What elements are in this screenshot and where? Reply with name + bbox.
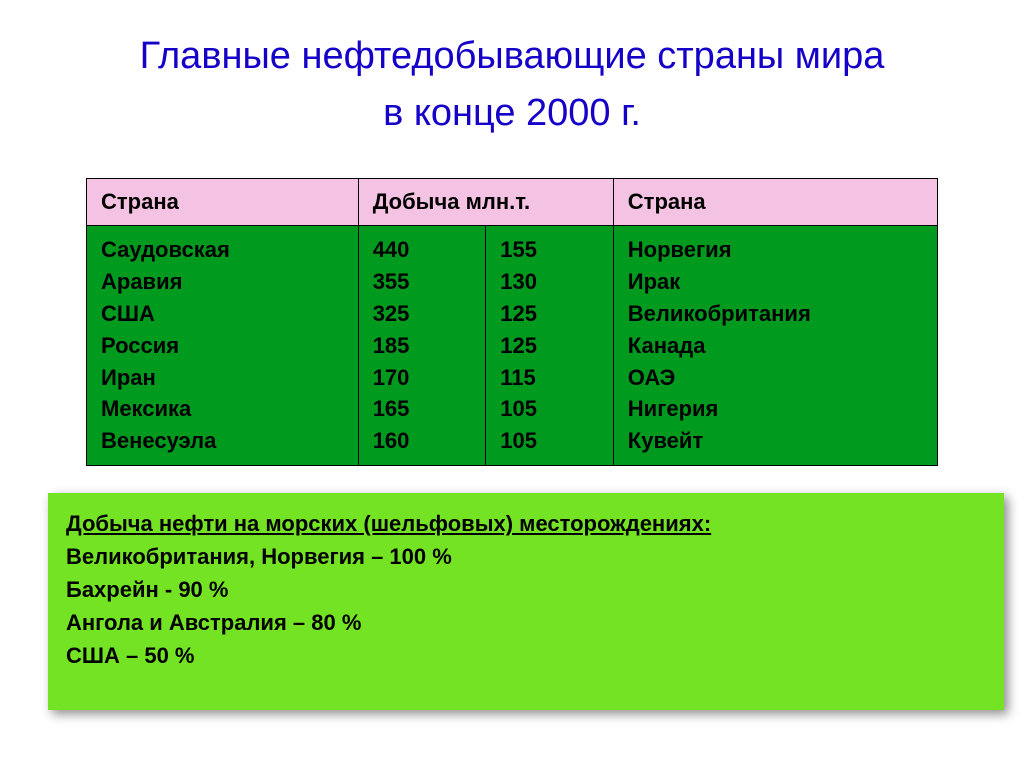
title-line-2: в конце 2000 г. [383,92,641,134]
note-box: Добыча нефти на морских (шельфовых) мест… [48,493,1004,710]
data-table-wrap: Страна Добыча млн.т. Страна СаудовскаяАр… [86,178,938,466]
cell-right-values: 155130125125115105105 [486,226,614,466]
note-line: США – 50 % [66,639,986,672]
note-line: Великобритания, Норвегия – 100 % [66,540,986,573]
header-value: Добыча млн.т. [358,179,613,226]
cell-left-countries: СаудовскаяАравияСШАРоссияИранМексикаВене… [87,226,359,466]
header-country-left: Страна [87,179,359,226]
data-table: Страна Добыча млн.т. Страна СаудовскаяАр… [86,178,938,466]
title-line-1: Главные нефтедобывающие страны мира [140,35,885,77]
note-line: Бахрейн - 90 % [66,573,986,606]
table-header-row: Страна Добыча млн.т. Страна [87,179,938,226]
header-value-text: Добыча млн.т. [373,189,530,214]
slide-title: Главные нефтедобывающие страны мира в ко… [0,0,1024,142]
note-line: Ангола и Австралия – 80 % [66,606,986,639]
table-row: СаудовскаяАравияСШАРоссияИранМексикаВене… [87,226,938,466]
note-heading: Добыча нефти на морских (шельфовых) мест… [66,507,986,540]
cell-left-values: 440355325185170165160 [358,226,486,466]
slide: Главные нефтедобывающие страны мира в ко… [0,0,1024,767]
cell-right-countries: НорвегияИракВеликобританияКанадаОАЭНигер… [613,226,937,466]
header-country-right: Страна [613,179,937,226]
